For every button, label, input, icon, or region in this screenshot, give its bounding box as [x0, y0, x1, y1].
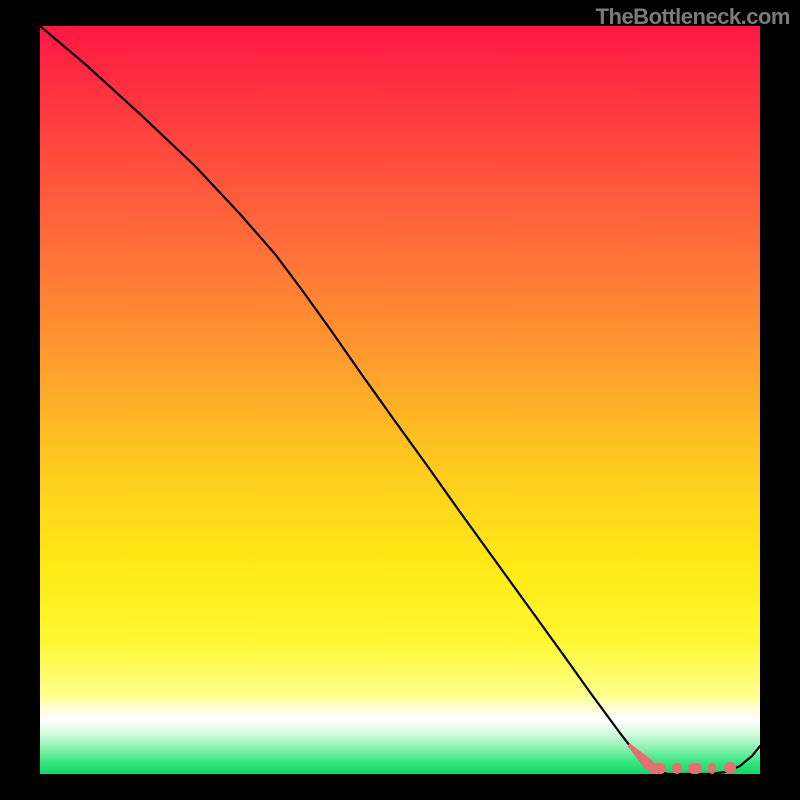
chart-svg [40, 26, 760, 774]
chart-frame: TheBottleneck.com [0, 0, 800, 800]
plot-area [40, 26, 760, 774]
gradient-background [40, 26, 760, 774]
